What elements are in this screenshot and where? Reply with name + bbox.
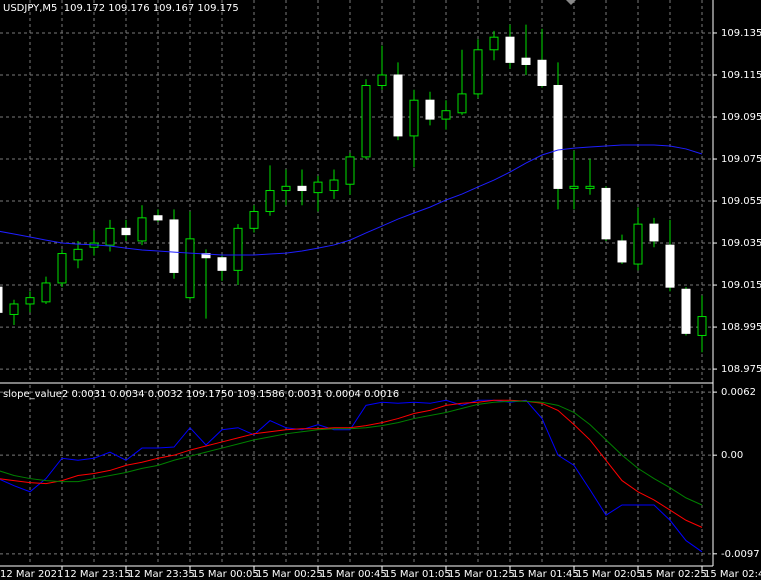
candle-body — [217, 257, 227, 271]
indicator-panel — [0, 385, 713, 565]
y-tick-label: 109.055 — [721, 196, 761, 207]
scroll-marker — [566, 0, 576, 5]
x-tick-label: 15 Mar 00:05 — [192, 569, 259, 580]
candle-body — [233, 227, 243, 271]
candle-body — [121, 227, 131, 236]
candle-body — [537, 59, 547, 86]
indicator-title: slope_value2 0.0031 0.0034 0.0032 109.17… — [3, 389, 399, 400]
candle-body — [281, 185, 291, 192]
candle-body — [505, 36, 515, 63]
candle-body — [601, 187, 611, 240]
candle-body — [633, 223, 643, 265]
candle-body — [681, 288, 691, 334]
axes: 109.135 109.115 109.095 109.075 109.055 109.0… — [0, 28, 761, 580]
candle-body — [137, 217, 147, 242]
candle-body — [409, 99, 419, 137]
candle-body — [0, 286, 3, 313]
chart-title: USDJPY,M5 109.172 109.176 109.167 109.17… — [3, 3, 239, 14]
candle-body — [697, 316, 707, 336]
candle-body — [473, 49, 483, 95]
candle-body — [313, 181, 323, 194]
y-tick-label: 108.995 — [721, 322, 761, 333]
series-line — [0, 399, 703, 528]
y-tick-label: 0.00 — [721, 450, 743, 461]
x-tick-label: 15 Mar 01:25 — [448, 569, 515, 580]
candle-body — [265, 190, 275, 213]
candle-body — [329, 179, 339, 192]
x-tick-label: 15 Mar 01:45 — [512, 569, 579, 580]
y-tick-label: 109.135 — [721, 28, 761, 39]
candle-body — [569, 185, 579, 189]
candle-body — [153, 215, 163, 221]
candle-body — [649, 223, 659, 242]
candle-body — [425, 99, 435, 120]
candle-body — [377, 74, 387, 86]
candle-body — [585, 185, 595, 189]
series-line — [0, 399, 703, 553]
candle-body — [393, 74, 403, 137]
x-tick-label: 15 Mar 00:25 — [256, 569, 323, 580]
candle-body — [169, 219, 179, 273]
x-tick-label: 15 Mar 02:25 — [640, 569, 707, 580]
candle-body — [105, 227, 115, 246]
candle-body — [665, 244, 675, 288]
y-tick-label: 109.035 — [721, 238, 761, 249]
x-tick-label: 15 Mar 02:05 — [576, 569, 643, 580]
x-tick-label: 12 Mar 2021 — [0, 569, 63, 580]
candle-body — [521, 57, 531, 65]
candle-body — [25, 297, 35, 305]
candle-body — [361, 84, 371, 158]
candle-body — [41, 282, 51, 303]
candle-body — [457, 93, 467, 114]
candle-body — [249, 211, 259, 229]
y-tick-label: -0.0097 — [721, 549, 760, 560]
x-tick-label: 12 Mar 23:15 — [64, 569, 131, 580]
series-line — [0, 144, 703, 256]
candle-body — [345, 156, 355, 185]
candle-body — [185, 238, 195, 299]
y-tick-label: 109.115 — [721, 70, 761, 81]
y-tick-label: 108.975 — [721, 364, 761, 375]
y-tick-label: 109.015 — [721, 280, 761, 291]
candle-body — [617, 240, 627, 263]
y-tick-label: 109.075 — [721, 154, 761, 165]
candle-body — [57, 253, 67, 284]
candle-body — [489, 36, 499, 51]
x-tick-label: 15 Mar 01:05 — [384, 569, 451, 580]
candle-body — [9, 303, 19, 315]
candle-body — [441, 110, 451, 120]
candle-body — [553, 84, 563, 189]
candle-body — [297, 185, 307, 192]
y-tick-label: 109.095 — [721, 112, 761, 123]
x-tick-label: 15 Mar 02:45 — [704, 569, 761, 580]
candle-body — [73, 248, 83, 261]
x-tick-label: 15 Mar 00:45 — [320, 569, 387, 580]
y-tick-label: 0.0062 — [721, 387, 756, 398]
main-panel — [0, 0, 713, 380]
x-tick-label: 12 Mar 23:35 — [128, 569, 195, 580]
series-line — [0, 400, 703, 506]
